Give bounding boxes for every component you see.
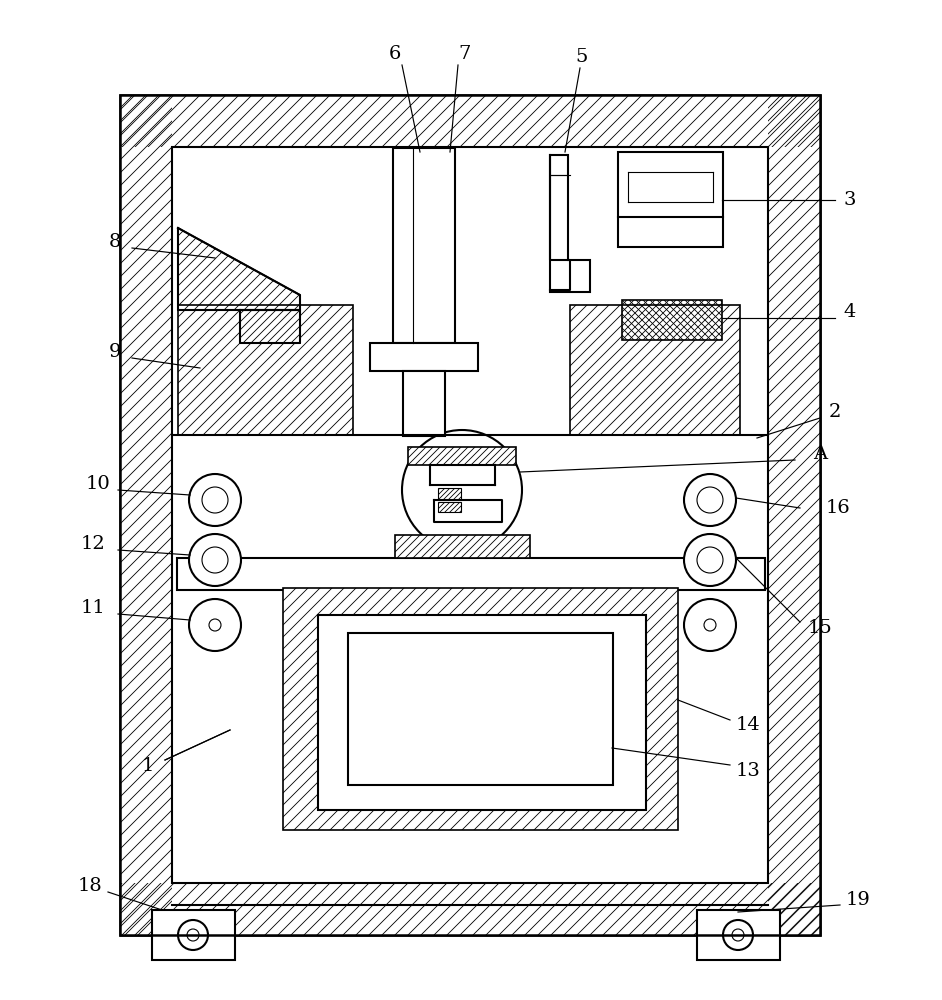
Circle shape [684,474,736,526]
Text: 1: 1 [142,757,154,775]
Bar [622,300,722,340]
Text: 8: 8 [109,233,122,251]
Circle shape [723,920,753,950]
Bar [768,95,820,935]
Bar [283,588,678,830]
Bar [240,310,300,343]
Bar [283,588,678,830]
Bar [395,535,530,558]
Bar [618,152,723,247]
Bar [438,502,461,512]
Polygon shape [178,228,300,310]
Bar [240,310,300,343]
Text: 16: 16 [825,499,851,517]
Circle shape [732,929,744,941]
Bar [370,343,478,371]
Bar [438,488,461,500]
Bar [318,615,646,810]
Text: 4: 4 [844,303,856,321]
Bar [403,371,445,436]
Circle shape [189,599,241,651]
Bar [172,147,768,883]
Text: 18: 18 [77,877,103,895]
Text: 14: 14 [736,716,760,734]
Bar [768,95,820,935]
Text: 6: 6 [389,45,401,63]
Bar [622,300,722,340]
Bar [120,883,820,935]
Polygon shape [550,155,590,292]
Circle shape [704,619,716,631]
Text: 10: 10 [86,475,110,493]
Bar [283,588,678,830]
Text: 5: 5 [576,48,588,66]
Bar [178,305,353,435]
Bar [120,95,172,935]
Bar [120,95,820,147]
Bar [570,305,740,435]
Text: 2: 2 [829,403,841,421]
Bar [438,488,461,500]
Circle shape [684,599,736,651]
Circle shape [697,547,723,573]
Bar [120,95,172,935]
Circle shape [178,920,208,950]
Circle shape [402,430,522,550]
Bar [348,633,613,785]
Bar [570,305,740,435]
Text: 12: 12 [81,535,106,553]
Bar [408,447,516,465]
Bar [120,883,820,935]
Circle shape [189,474,241,526]
Bar [438,488,461,500]
Bar [697,910,780,960]
Circle shape [189,534,241,586]
Bar [120,95,820,935]
Bar [393,148,455,343]
Text: 11: 11 [81,599,106,617]
Circle shape [202,547,228,573]
Circle shape [187,929,199,941]
Text: 3: 3 [844,191,856,209]
Bar [395,535,530,558]
Bar [177,558,765,590]
Bar [408,447,516,465]
Bar [395,535,530,558]
Circle shape [684,534,736,586]
Bar [570,305,740,435]
Text: 7: 7 [459,45,471,63]
Bar [408,447,516,465]
Text: 19: 19 [846,891,870,909]
Bar [240,310,300,343]
Text: 9: 9 [108,343,122,361]
Circle shape [202,487,228,513]
Circle shape [697,487,723,513]
Bar [438,502,461,512]
Bar [120,95,820,935]
Text: 13: 13 [736,762,760,780]
Polygon shape [178,228,300,310]
Bar [178,305,353,435]
Bar [120,95,820,147]
Bar [438,502,461,512]
Circle shape [209,619,221,631]
Bar [152,910,235,960]
Bar [178,305,353,435]
Text: A: A [813,445,827,463]
Text: 15: 15 [807,619,833,637]
Bar [622,300,722,340]
